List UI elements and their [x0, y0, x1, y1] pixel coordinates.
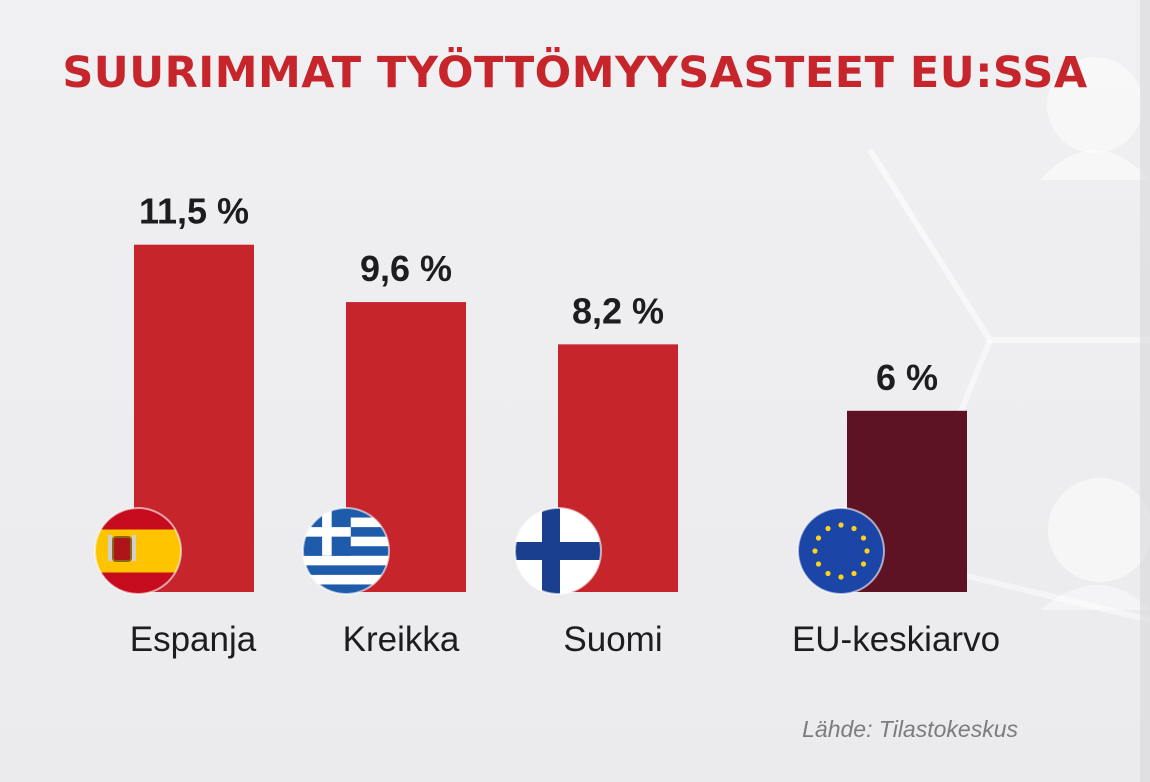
finland-flag-icon — [515, 508, 601, 594]
value-label: 9,6 % — [360, 248, 452, 289]
value-label: 8,2 % — [572, 290, 664, 331]
value-label: 11,5 % — [139, 191, 249, 232]
category-label: Suomi — [563, 620, 662, 659]
category-label: EU-keskiarvo — [792, 620, 1000, 659]
eu-flag-icon — [798, 508, 884, 594]
greece-flag-icon — [303, 508, 389, 594]
category-label: Kreikka — [343, 620, 460, 659]
category-label: Espanja — [130, 620, 257, 659]
chart-title: SUURIMMAT TYÖTTÖMYYSASTEET EU:SSA — [62, 48, 1088, 98]
source-note: Lähde: Tilastokeskus — [802, 716, 1018, 742]
value-label: 6 % — [876, 357, 938, 398]
spain-flag-icon — [95, 508, 181, 594]
